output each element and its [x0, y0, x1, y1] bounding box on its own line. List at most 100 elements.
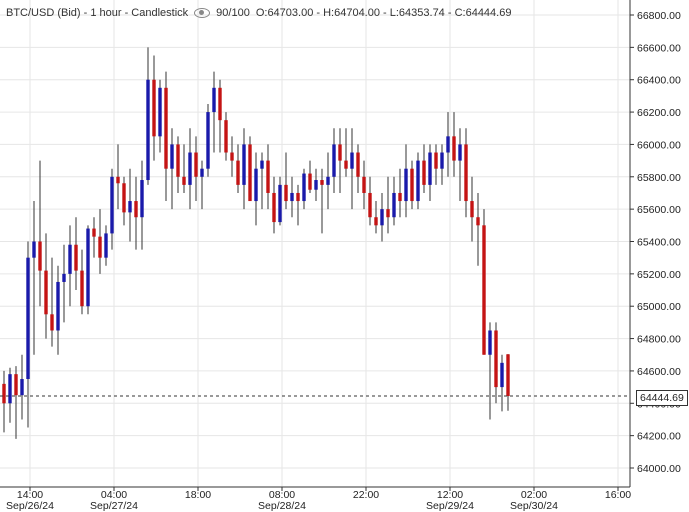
candle-body [356, 152, 360, 177]
candle-body [236, 160, 240, 185]
candle-body [2, 383, 6, 404]
quality-indicator: 90/100 [216, 7, 250, 19]
candle-body [296, 192, 300, 202]
candle-body [398, 192, 402, 202]
candle-body [92, 228, 96, 237]
candle-body [176, 144, 180, 177]
candle-body [470, 201, 474, 218]
candle-body [476, 217, 480, 226]
x-tick-date-label: Sep/28/24 [258, 500, 306, 512]
y-tick-label: 66400.00 [637, 75, 681, 87]
x-tick-date-label: Sep/26/24 [6, 500, 54, 512]
candle-body [20, 379, 24, 396]
candle-body [422, 160, 426, 185]
candle-body [26, 257, 30, 380]
candle-body [452, 136, 456, 161]
candle-body [278, 184, 282, 223]
candle-body [62, 273, 66, 282]
last-price-tag: 64444.69 [636, 390, 688, 406]
candle-body [332, 144, 336, 177]
y-tick-label: 66600.00 [637, 42, 681, 54]
candle-body [338, 144, 342, 161]
candle-body [56, 281, 60, 331]
candle-body [488, 330, 492, 355]
x-tick-label: 02:00 [521, 489, 547, 501]
candle-body [344, 160, 348, 169]
candle-body [98, 236, 102, 258]
candle-body [500, 362, 504, 388]
candle-body [134, 201, 138, 218]
candle-body [14, 374, 18, 396]
candle-body [224, 120, 228, 153]
candle-body [86, 228, 90, 307]
candle-body [104, 233, 108, 258]
candle-body [8, 374, 12, 404]
candle-body [122, 183, 126, 213]
x-tick-date-label: Sep/27/24 [90, 500, 138, 512]
candle-body [428, 152, 432, 185]
candle-body [494, 330, 498, 388]
eye-icon[interactable] [194, 8, 211, 18]
candle-body [200, 168, 204, 177]
x-tick-label: 04:00 [101, 489, 127, 501]
candle-body [194, 152, 198, 177]
candle-body [284, 184, 288, 202]
candle-body [32, 241, 36, 258]
y-tick-label: 65200.00 [637, 269, 681, 281]
candle-body [128, 201, 132, 213]
candle-body [458, 144, 462, 161]
candle-body [188, 152, 192, 185]
y-tick-label: 64800.00 [637, 334, 681, 346]
candle-body [380, 209, 384, 226]
candle-body [248, 144, 252, 202]
ohlc-readout: O:64703.00 - H:64704.00 - L:64353.74 - C… [255, 7, 512, 19]
y-tick-label: 66200.00 [637, 107, 681, 119]
x-tick-date-label: Sep/29/24 [426, 500, 474, 512]
x-tick-label: 08:00 [269, 489, 295, 501]
candle-body [314, 180, 318, 190]
candle-body [302, 173, 306, 202]
candle-body [242, 144, 246, 185]
y-tick-label: 64200.00 [637, 431, 681, 443]
candle-body [320, 180, 324, 185]
candle-body [44, 270, 48, 315]
y-tick-label: 64000.00 [637, 463, 681, 475]
x-tick-label: 16:00 [605, 489, 631, 501]
candle-body [272, 192, 276, 223]
candle-body [404, 168, 408, 202]
candle-body [362, 176, 366, 193]
candle-body [74, 244, 78, 271]
candle-body [482, 225, 486, 355]
candle-body [410, 168, 414, 202]
y-tick-label: 66000.00 [637, 139, 681, 151]
x-tick-label: 14:00 [17, 489, 43, 501]
candle-body [374, 217, 378, 226]
candle-body [326, 176, 330, 185]
candle-body [392, 192, 396, 218]
candle-body [446, 136, 450, 153]
y-tick-label: 65400.00 [637, 237, 681, 249]
x-tick-label: 18:00 [185, 489, 211, 501]
y-tick-label: 66800.00 [637, 10, 681, 22]
candle-body [140, 180, 144, 218]
candle-body [290, 192, 294, 202]
candle-body [464, 144, 468, 202]
candle-body [266, 160, 270, 193]
candle-body [146, 79, 150, 181]
y-tick-label: 65600.00 [637, 204, 681, 216]
candle-body [386, 209, 390, 218]
candle-body [164, 87, 168, 169]
candle-body [206, 112, 210, 169]
candle-body [158, 87, 162, 137]
y-tick-label: 64600.00 [637, 366, 681, 378]
candle-body [434, 152, 438, 169]
candle-body [506, 354, 510, 397]
candle-body [50, 314, 54, 331]
candle-body [182, 176, 186, 185]
candle-body [350, 152, 354, 169]
candle-body [308, 173, 312, 190]
candle-body [440, 152, 444, 169]
candle-body [416, 160, 420, 202]
candle-body [110, 176, 114, 234]
